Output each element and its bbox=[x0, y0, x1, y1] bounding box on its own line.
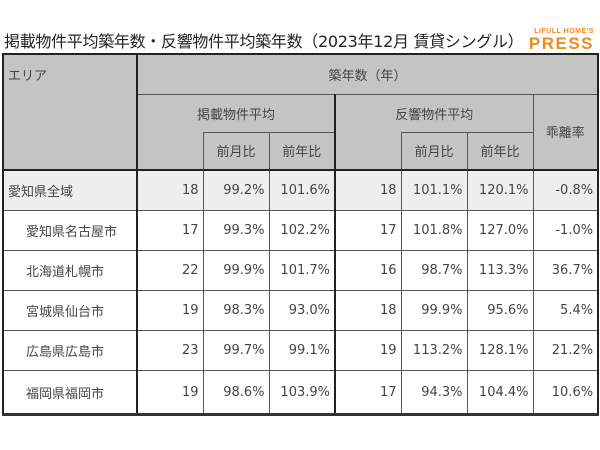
resp-avg-cell: 19 bbox=[334, 330, 402, 371]
area-cell: 福岡県福岡市 bbox=[2, 370, 138, 416]
listed-mom-cell: 99.7% bbox=[202, 330, 270, 371]
listed-avg-cell: 22 bbox=[136, 250, 204, 291]
resp-avg-cell: 18 bbox=[334, 169, 402, 211]
area-cell: 宮城県仙台市 bbox=[2, 290, 138, 331]
listed-avg-cell: 18 bbox=[136, 169, 204, 211]
resp-mom-cell: 101.8% bbox=[400, 210, 468, 251]
listed-mom-cell: 98.6% bbox=[202, 370, 270, 416]
listed-avg-cell: 23 bbox=[136, 330, 204, 371]
page-title: 掲載物件平均築年数・反響物件平均築年数（2023年12月 賃貸シングル） bbox=[4, 32, 524, 51]
resp-yoy-cell: 113.3% bbox=[466, 250, 534, 291]
divergence-cell: 5.4% bbox=[532, 290, 600, 331]
building-age-table: エリア 築年数（年） 掲載物件平均 反響物件平均 乖離率 前月比 前年比 前月比… bbox=[2, 53, 600, 416]
listed-avg-cell: 17 bbox=[136, 210, 204, 251]
resp-yoy-cell: 95.6% bbox=[466, 290, 534, 331]
logo-large-text: PRESS bbox=[528, 34, 594, 53]
resp-yoy-cell: 128.1% bbox=[466, 330, 534, 371]
listed-mom-cell: 98.3% bbox=[202, 290, 270, 331]
divergence-cell: 10.6% bbox=[532, 370, 600, 416]
listed-yoy-cell: 93.0% bbox=[268, 290, 336, 331]
table-row: 福岡県福岡市 19 98.6% 103.9% 17 94.3% 104.4% 1… bbox=[2, 370, 600, 416]
divergence-cell: -0.8% bbox=[532, 169, 600, 211]
table-row: 愛知県名古屋市 17 99.3% 102.2% 17 101.8% 127.0%… bbox=[2, 210, 600, 251]
table-row: 愛知県全域 18 99.2% 101.6% 18 101.1% 120.1% -… bbox=[2, 169, 600, 211]
listed-avg-cell: 19 bbox=[136, 370, 204, 416]
table-row: 北海道札幌市 22 99.9% 101.7% 16 98.7% 113.3% 3… bbox=[2, 250, 600, 291]
header-listed-count-blank bbox=[136, 132, 204, 171]
resp-yoy-cell: 127.0% bbox=[466, 210, 534, 251]
divergence-cell: 36.7% bbox=[532, 250, 600, 291]
listed-yoy-cell: 99.1% bbox=[268, 330, 336, 371]
header-response-count-blank bbox=[334, 132, 402, 171]
header-divergence: 乖離率 bbox=[532, 93, 600, 171]
lifull-homes-press-logo: LIFULL HOME'S PRESS bbox=[529, 28, 594, 52]
resp-yoy-cell: 104.4% bbox=[466, 370, 534, 416]
listed-yoy-cell: 102.2% bbox=[268, 210, 336, 251]
header-building-age: 築年数（年） bbox=[136, 53, 600, 95]
resp-avg-cell: 17 bbox=[334, 370, 402, 416]
divergence-cell: -1.0% bbox=[532, 210, 600, 251]
header-listed-mom: 前月比 bbox=[202, 131, 270, 171]
resp-mom-cell: 94.3% bbox=[400, 370, 468, 416]
header-listed-average: 掲載物件平均 bbox=[136, 93, 336, 132]
area-cell: 広島県広島市 bbox=[2, 330, 138, 371]
resp-mom-cell: 98.7% bbox=[400, 250, 468, 291]
logo-small-text: LIFULL HOME'S bbox=[534, 28, 594, 35]
divergence-cell: 21.2% bbox=[532, 330, 600, 371]
resp-avg-cell: 18 bbox=[334, 290, 402, 331]
listed-mom-cell: 99.3% bbox=[202, 210, 270, 251]
resp-yoy-cell: 120.1% bbox=[466, 169, 534, 211]
listed-yoy-cell: 101.7% bbox=[268, 250, 336, 291]
resp-avg-cell: 16 bbox=[334, 250, 402, 291]
area-cell: 愛知県名古屋市 bbox=[2, 210, 138, 251]
header-area: エリア bbox=[2, 53, 138, 171]
listed-mom-cell: 99.2% bbox=[202, 169, 270, 211]
listed-yoy-cell: 103.9% bbox=[268, 370, 336, 416]
listed-yoy-cell: 101.6% bbox=[268, 169, 336, 211]
resp-mom-cell: 101.1% bbox=[400, 169, 468, 211]
header-response-mom: 前月比 bbox=[400, 131, 468, 171]
area-cell: 北海道札幌市 bbox=[2, 250, 138, 291]
header-listed-yoy: 前年比 bbox=[268, 131, 336, 171]
header-response-yoy: 前年比 bbox=[466, 131, 534, 171]
resp-avg-cell: 17 bbox=[334, 210, 402, 251]
listed-avg-cell: 19 bbox=[136, 290, 204, 331]
resp-mom-cell: 99.9% bbox=[400, 290, 468, 331]
listed-mom-cell: 99.9% bbox=[202, 250, 270, 291]
area-cell: 愛知県全域 bbox=[2, 169, 138, 211]
table-row: 広島県広島市 23 99.7% 99.1% 19 113.2% 128.1% 2… bbox=[2, 330, 600, 371]
table-row: 宮城県仙台市 19 98.3% 93.0% 18 99.9% 95.6% 5.4… bbox=[2, 290, 600, 331]
header-response-average: 反響物件平均 bbox=[334, 93, 534, 132]
resp-mom-cell: 113.2% bbox=[400, 330, 468, 371]
